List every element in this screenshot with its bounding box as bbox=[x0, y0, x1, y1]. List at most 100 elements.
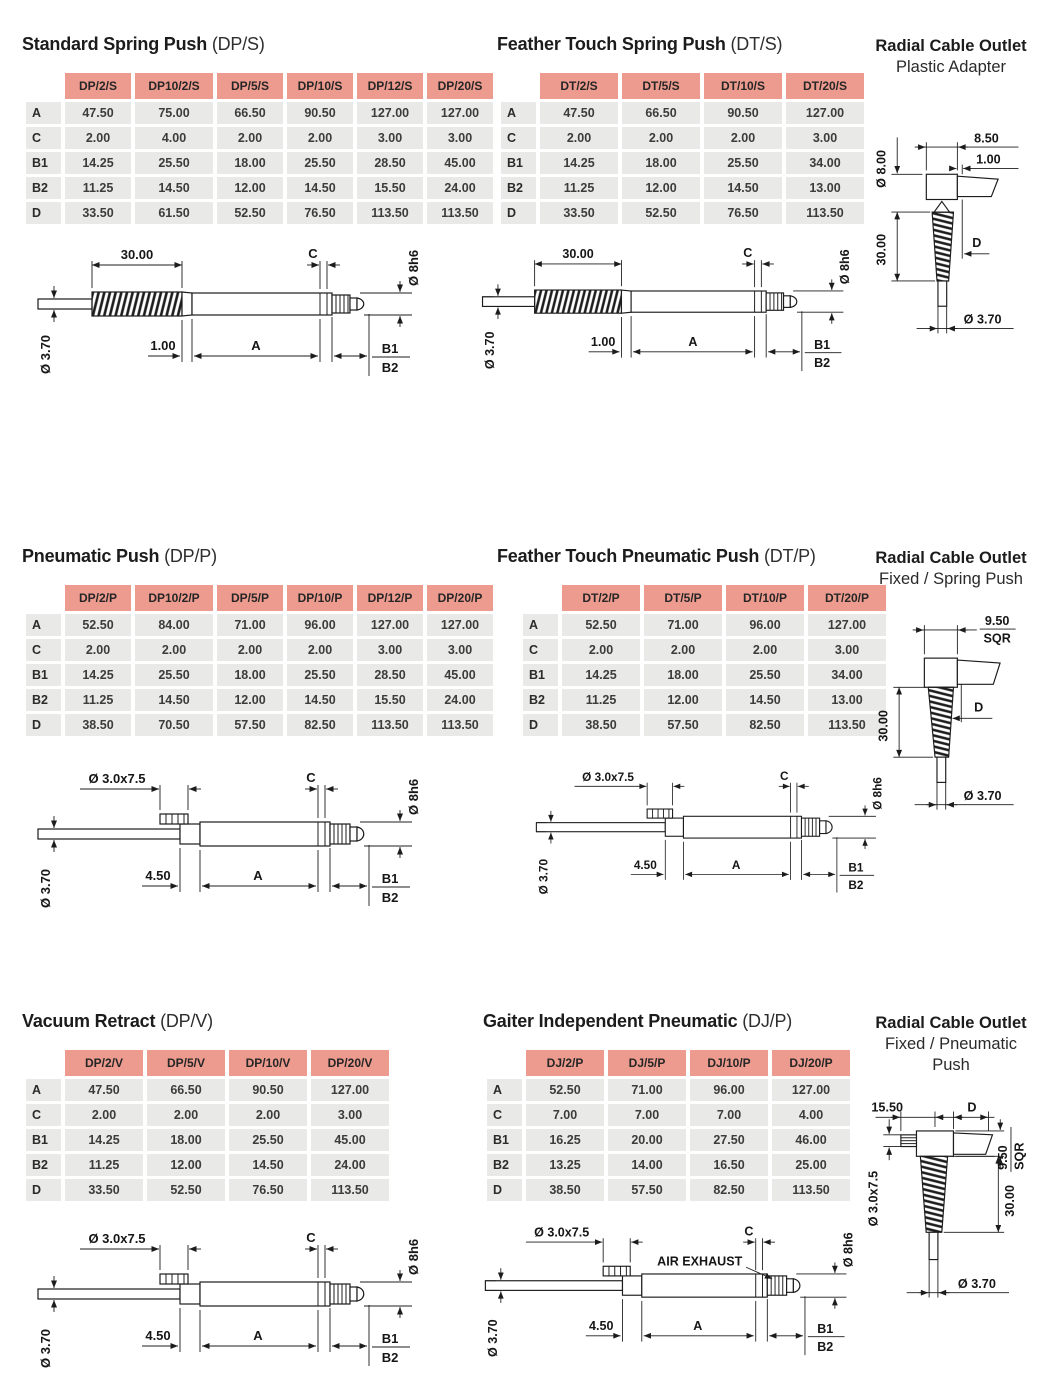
dim-width: 15.50 bbox=[871, 1100, 903, 1114]
table-cell: 28.50 bbox=[357, 664, 423, 686]
table-cell: 27.50 bbox=[690, 1129, 768, 1151]
table-row: B2 13.25 14.00 16.50 25.00 bbox=[487, 1154, 850, 1176]
table-cell: 18.00 bbox=[147, 1129, 225, 1151]
column-header: DP/10/S bbox=[287, 73, 353, 99]
table-row: B1 14.25 18.00 25.50 34.00 bbox=[501, 152, 864, 174]
dim-b2: B2 bbox=[382, 1350, 399, 1365]
table-cell: 52.50 bbox=[622, 202, 700, 224]
row-label: B2 bbox=[26, 177, 61, 199]
column-header: DT/20/S bbox=[786, 73, 864, 99]
table-cell: 2.00 bbox=[540, 127, 618, 149]
table-cell: 70.50 bbox=[135, 714, 213, 736]
title-text: Pneumatic Push bbox=[22, 546, 160, 566]
row-label: A bbox=[26, 1079, 61, 1101]
dimension-lines bbox=[893, 625, 1016, 810]
table-cell: 15.50 bbox=[357, 177, 423, 199]
column-header: DT/10/S bbox=[704, 73, 782, 99]
table-cell: 2.00 bbox=[65, 1104, 143, 1126]
table-cell: 46.00 bbox=[772, 1129, 850, 1151]
table-cell: 2.00 bbox=[135, 639, 213, 661]
table-row: B1 14.25 18.00 25.50 45.00 bbox=[26, 1129, 389, 1151]
table-cell: 2.00 bbox=[217, 639, 283, 661]
table-cell: 18.00 bbox=[622, 152, 700, 174]
table-cell: 11.25 bbox=[540, 177, 618, 199]
column-header: DT/20/P bbox=[808, 585, 886, 611]
table-cell: 76.50 bbox=[229, 1179, 307, 1201]
table-cell: 2.00 bbox=[229, 1104, 307, 1126]
table-cell: 47.50 bbox=[540, 102, 618, 124]
table-row: C 2.00 4.00 2.00 2.00 3.00 3.00 bbox=[26, 127, 493, 149]
table-cell: 14.50 bbox=[135, 689, 213, 711]
table-cell: 11.25 bbox=[65, 689, 131, 711]
djp-table: DJ/2/P DJ/5/P DJ/10/P DJ/20/P A 52.50 71.00 96.… bbox=[483, 1047, 854, 1204]
dimension-lines bbox=[38, 261, 412, 376]
table-cell: 2.00 bbox=[726, 639, 804, 661]
table-cell: 4.00 bbox=[772, 1104, 850, 1126]
table-cell: 127.00 bbox=[427, 614, 493, 636]
column-header: DP/5/V bbox=[147, 1050, 225, 1076]
air-exhaust-label: AIR EXHAUST bbox=[657, 1254, 742, 1268]
table-row: C 2.00 2.00 2.00 3.00 bbox=[501, 127, 864, 149]
table-cell: 14.50 bbox=[726, 689, 804, 711]
table-cell: 3.00 bbox=[808, 639, 886, 661]
dim-sqr: SQR bbox=[984, 632, 1011, 646]
row-label: C bbox=[501, 127, 536, 149]
column-header: DP/10/V bbox=[229, 1050, 307, 1076]
section-pneumatic-push: Pneumatic Push (DP/P) DP/2/P DP10/2/P DP/5… bbox=[22, 546, 497, 739]
column-header: DP/5/S bbox=[217, 73, 283, 99]
table-cell: 11.25 bbox=[65, 177, 131, 199]
dim-offset: 1.00 bbox=[976, 153, 1001, 167]
column-header: DP/10/P bbox=[287, 585, 353, 611]
table-cell: 113.50 bbox=[311, 1179, 389, 1201]
table-cell: 14.00 bbox=[608, 1154, 686, 1176]
table-cell: 3.00 bbox=[357, 127, 423, 149]
radial-plastic-adapter-drawing: 8.50 1.00 Ø 8.00 30.00 D Ø 3.70 bbox=[875, 131, 1019, 334]
table-cell: 127.00 bbox=[808, 614, 886, 636]
dim-c: C bbox=[744, 1224, 753, 1238]
row-label: B2 bbox=[26, 689, 61, 711]
table-cell: 2.00 bbox=[217, 127, 283, 149]
table-cell: 2.00 bbox=[65, 639, 131, 661]
table-cell: 52.50 bbox=[217, 202, 283, 224]
section-title: Vacuum Retract (DP/V) bbox=[22, 1011, 393, 1032]
probe-outline bbox=[37, 813, 365, 847]
dim-length: 30.00 bbox=[875, 234, 889, 266]
table-cell: 2.00 bbox=[644, 639, 722, 661]
table-cell: 3.00 bbox=[427, 127, 493, 149]
table-row: A 47.50 66.50 90.50 127.00 bbox=[501, 102, 864, 124]
table-cell: 45.00 bbox=[427, 664, 493, 686]
radial-title: Radial Cable Outlet bbox=[875, 549, 1027, 567]
column-header: DT/5/P bbox=[644, 585, 722, 611]
table-row: D 38.50 57.50 82.50 113.50 bbox=[523, 714, 886, 736]
table-cell: 82.50 bbox=[726, 714, 804, 736]
dim-spring-length: 30.00 bbox=[121, 247, 154, 262]
dim-cable-dia: Ø 3.70 bbox=[38, 1329, 53, 1368]
dim-width: 8.50 bbox=[974, 131, 999, 145]
radial-title: Radial Cable Outlet bbox=[875, 37, 1027, 55]
title-code: (DP/V) bbox=[160, 1011, 213, 1031]
row-label: B1 bbox=[523, 664, 558, 686]
table-cell: 113.50 bbox=[427, 714, 493, 736]
header-row: DP/2/S DP10/2/S DP/5/S DP/10/S DP/12/S DP/20/… bbox=[26, 73, 493, 99]
table-cell: 33.50 bbox=[65, 1179, 143, 1201]
table-cell: 18.00 bbox=[644, 664, 722, 686]
table-cell: 14.25 bbox=[65, 664, 131, 686]
table-row: B2 11.25 14.50 12.00 14.50 15.50 24.00 bbox=[26, 689, 493, 711]
table-row: A 52.50 84.00 71.00 96.00 127.00 127.00 bbox=[26, 614, 493, 636]
table-cell: 45.00 bbox=[427, 152, 493, 174]
table-cell: 7.00 bbox=[526, 1104, 604, 1126]
table-cell: 113.50 bbox=[357, 714, 423, 736]
table-cell: 25.50 bbox=[229, 1129, 307, 1151]
table-cell: 47.50 bbox=[65, 102, 131, 124]
row-label: B1 bbox=[26, 152, 61, 174]
dim-b1: B1 bbox=[817, 1322, 833, 1336]
table-cell: 45.00 bbox=[311, 1129, 389, 1151]
djp-probe-drawing: AIR EXHAUST Ø 3.0x7.5 C Ø 8h6 Ø 3.70 4.5… bbox=[484, 1224, 855, 1357]
dim-a: A bbox=[688, 335, 697, 349]
radial-subtitle: Plastic Adapter bbox=[895, 58, 1007, 77]
table-cell: 61.50 bbox=[135, 202, 213, 224]
row-label: A bbox=[26, 102, 61, 124]
table-cell: 14.50 bbox=[135, 177, 213, 199]
row-label: B1 bbox=[487, 1129, 522, 1151]
table-cell: 66.50 bbox=[622, 102, 700, 124]
